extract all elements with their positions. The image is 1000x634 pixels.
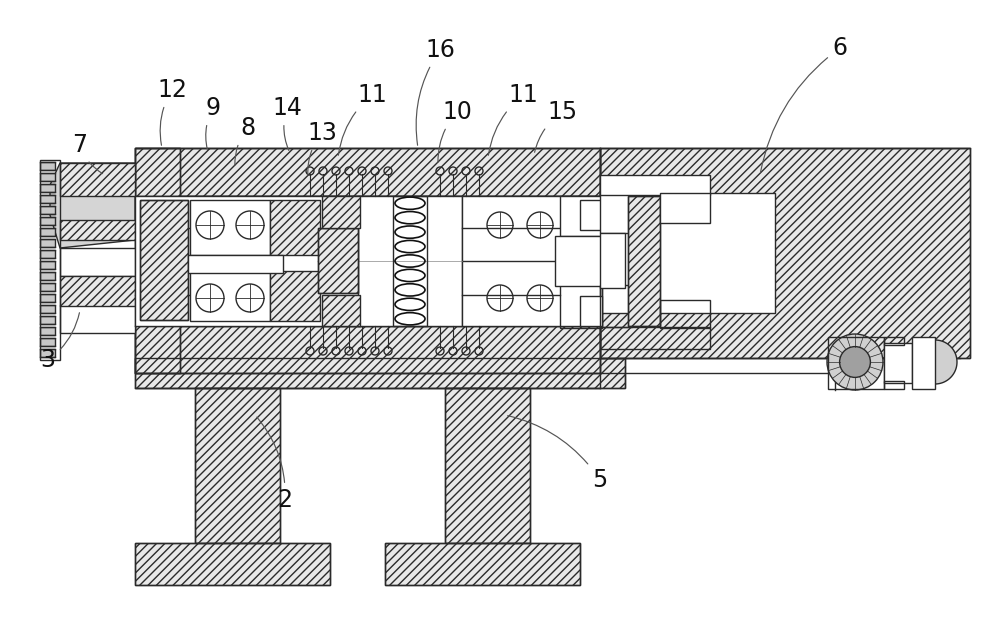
Polygon shape (60, 163, 135, 196)
Bar (40, 160, 60, 360)
Bar (40, 228, 55, 236)
Bar (40, 217, 55, 225)
Bar (600, 327, 710, 349)
Bar (318, 228, 358, 293)
Bar (180, 196, 600, 326)
Bar (135, 196, 360, 326)
Bar (140, 200, 188, 320)
Bar (884, 343, 912, 383)
Bar (40, 261, 55, 269)
Bar (135, 148, 600, 196)
Text: 13: 13 (307, 121, 337, 175)
Bar (40, 162, 55, 170)
Text: 16: 16 (416, 38, 455, 145)
Bar (135, 148, 180, 373)
Bar (555, 236, 605, 286)
Bar (660, 300, 710, 328)
Bar (60, 248, 135, 276)
Bar (600, 148, 970, 358)
Bar (580, 200, 602, 230)
Bar (322, 295, 360, 326)
Bar (140, 200, 188, 320)
Bar (40, 206, 55, 214)
Bar (445, 388, 530, 543)
Text: 5: 5 (508, 416, 608, 492)
Bar (188, 255, 283, 273)
Bar (322, 196, 360, 228)
Bar (445, 388, 530, 543)
Bar (40, 195, 55, 203)
Bar (270, 271, 320, 321)
Bar (135, 358, 625, 388)
Bar (600, 193, 775, 313)
Bar (40, 305, 55, 313)
Text: 15: 15 (535, 100, 577, 152)
Bar (135, 325, 600, 373)
Bar (135, 358, 625, 388)
Text: 7: 7 (72, 133, 103, 174)
Bar (628, 196, 660, 326)
Bar (60, 305, 135, 333)
Bar (600, 193, 632, 233)
Polygon shape (60, 220, 135, 240)
Bar (40, 338, 55, 346)
Bar (40, 283, 55, 291)
Bar (40, 272, 55, 280)
Bar (580, 296, 602, 326)
Bar (270, 200, 320, 255)
Bar (393, 196, 427, 326)
Text: 6: 6 (761, 36, 848, 172)
Text: 12: 12 (157, 78, 187, 145)
Bar (600, 148, 970, 358)
Circle shape (840, 347, 870, 377)
Bar (318, 228, 358, 293)
Bar (40, 349, 55, 357)
Bar (135, 543, 330, 585)
Text: 2: 2 (257, 417, 292, 512)
Bar (884, 337, 904, 345)
Bar (40, 316, 55, 324)
Text: 11: 11 (338, 83, 387, 155)
Bar (190, 271, 270, 321)
Text: 9: 9 (206, 96, 220, 150)
Bar (40, 239, 55, 247)
Bar (40, 184, 55, 192)
Bar (135, 148, 180, 373)
Bar (660, 193, 710, 223)
Bar (195, 388, 280, 543)
Bar (912, 337, 935, 389)
Text: 3: 3 (40, 313, 79, 372)
Text: 8: 8 (235, 116, 256, 165)
Bar (40, 294, 55, 302)
Bar (600, 175, 710, 195)
Bar (135, 325, 600, 373)
Bar (560, 196, 602, 236)
Circle shape (827, 334, 883, 390)
Polygon shape (935, 340, 957, 384)
Bar (600, 285, 632, 327)
Bar (462, 196, 602, 326)
Bar (60, 276, 135, 306)
Text: 11: 11 (488, 83, 538, 155)
Bar (600, 233, 625, 288)
Bar (195, 388, 280, 543)
Bar (40, 327, 55, 335)
Text: 10: 10 (438, 100, 472, 162)
Bar (358, 196, 462, 326)
Polygon shape (50, 163, 135, 248)
Bar (40, 250, 55, 258)
Text: 14: 14 (272, 96, 302, 150)
Bar (828, 337, 884, 389)
Bar (135, 543, 330, 585)
Bar (190, 200, 270, 255)
Bar (884, 381, 904, 389)
Bar (628, 196, 660, 326)
Bar (135, 148, 600, 196)
Bar (385, 543, 580, 585)
Bar (385, 543, 580, 585)
Bar (40, 173, 55, 181)
Bar (560, 283, 602, 328)
